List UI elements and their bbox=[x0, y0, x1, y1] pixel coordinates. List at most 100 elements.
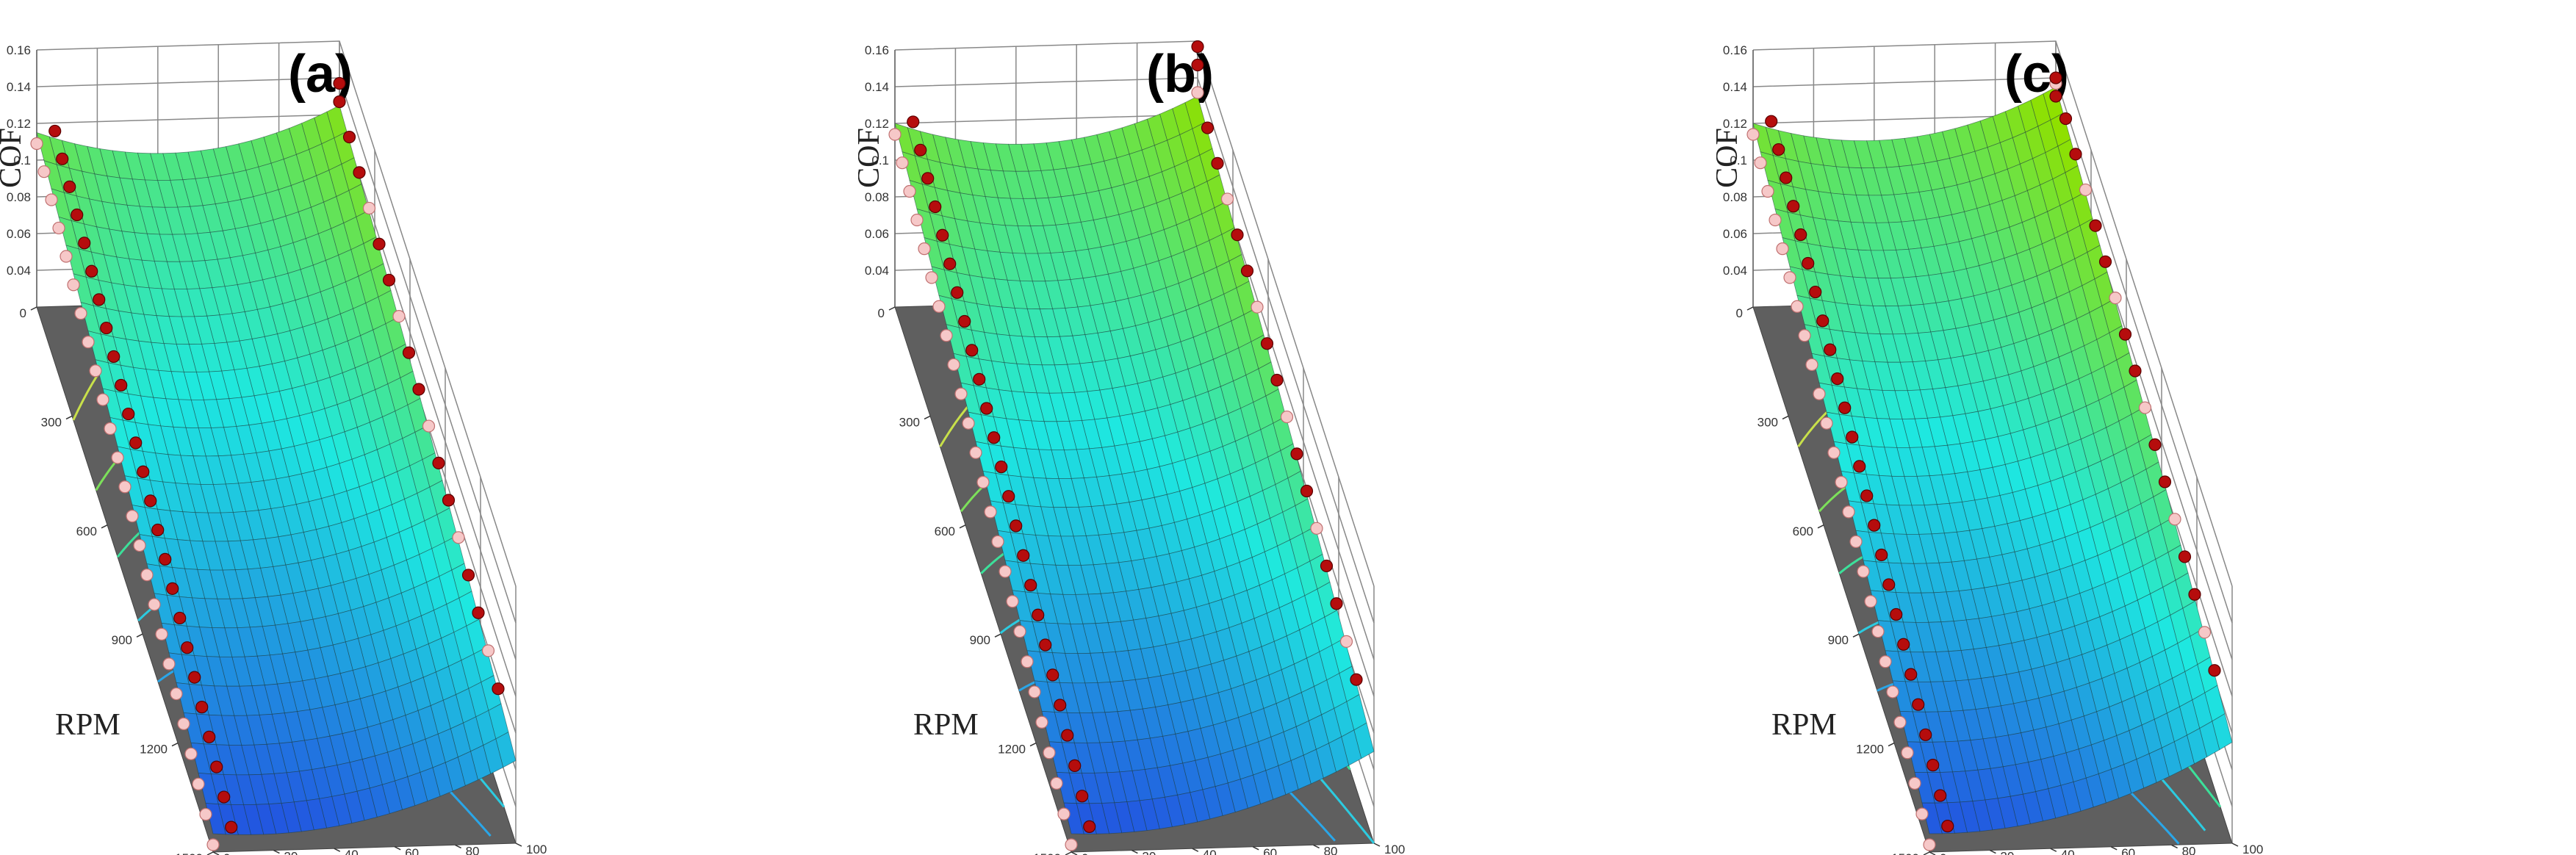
data-point-below bbox=[962, 416, 975, 430]
y-tick-label: 100 bbox=[2242, 843, 2263, 855]
data-point-above bbox=[333, 95, 346, 109]
data-point-above bbox=[1846, 430, 1859, 444]
z-axis-title: COF bbox=[0, 128, 28, 188]
panel-c: 0.04 0.06 0.08 0.1 0.12 0.14 0.16 0 300 600 900 120… bbox=[1716, 0, 2575, 855]
x-tick-mark bbox=[65, 415, 73, 420]
wall-gridline bbox=[1752, 40, 2233, 587]
z-tick-label: 0.06 bbox=[865, 227, 889, 241]
data-point-above bbox=[1201, 121, 1215, 134]
y-tick-label: 20 bbox=[2000, 850, 2014, 855]
data-point-below bbox=[104, 422, 117, 436]
data-point-below bbox=[1886, 685, 1899, 699]
data-point-above bbox=[921, 172, 935, 185]
surface-chart-c: 0.040.060.080.10.120.140.160300600900120… bbox=[1716, 40, 2263, 855]
data-point-above bbox=[195, 701, 209, 714]
data-point-above bbox=[382, 273, 396, 286]
data-point-below bbox=[1908, 776, 1921, 790]
data-point-below bbox=[896, 156, 909, 170]
data-point-below bbox=[1191, 86, 1204, 99]
data-point-below bbox=[954, 387, 968, 400]
z-tick-label: 0.1 bbox=[871, 154, 889, 167]
x-tick-label: 900 bbox=[112, 633, 132, 647]
data-point-below bbox=[155, 627, 168, 641]
data-point-above bbox=[402, 346, 416, 359]
data-point-below bbox=[1901, 746, 1914, 760]
y-tick-label: 80 bbox=[1324, 844, 1338, 855]
y-tick-mark bbox=[212, 851, 220, 855]
x-tick-label: 0 bbox=[20, 306, 26, 320]
data-point-below bbox=[30, 137, 43, 151]
data-point-above bbox=[980, 402, 993, 415]
data-point-above bbox=[1787, 200, 1800, 213]
data-point-below bbox=[1043, 746, 1056, 760]
data-point-below bbox=[452, 531, 465, 544]
data-point-below bbox=[1280, 410, 1294, 424]
y-tick-mark bbox=[1990, 849, 1996, 854]
y-tick-mark bbox=[515, 843, 522, 847]
data-point-below bbox=[133, 538, 146, 552]
x-tick-mark bbox=[959, 524, 966, 529]
data-point-above bbox=[203, 730, 216, 743]
x-tick-mark bbox=[1888, 742, 1895, 747]
data-point-below bbox=[140, 569, 154, 582]
z-tick-label: 0.1 bbox=[13, 154, 31, 167]
surface-chart-a: 0.040.060.080.10.120.140.160300600900120… bbox=[0, 40, 547, 855]
data-point-above bbox=[929, 200, 942, 214]
data-point-above bbox=[1772, 142, 1785, 156]
data-point-above bbox=[2188, 588, 2201, 601]
data-point-below bbox=[1021, 655, 1034, 668]
data-point-above bbox=[100, 321, 113, 335]
data-point-above bbox=[2089, 219, 2102, 232]
data-point-above bbox=[2158, 475, 2172, 488]
data-point-below bbox=[991, 535, 1004, 548]
data-point-below bbox=[1754, 156, 1767, 170]
data-point-above bbox=[181, 641, 194, 654]
y-tick-label: 40 bbox=[345, 848, 359, 855]
data-point-above bbox=[472, 606, 485, 619]
data-point-below bbox=[481, 644, 495, 657]
x-axis-title: RPM bbox=[913, 708, 979, 742]
data-point-above bbox=[144, 494, 157, 508]
data-point-above bbox=[1300, 484, 1314, 498]
y-tick-mark bbox=[1313, 844, 1320, 849]
data-point-below bbox=[969, 446, 982, 459]
data-point-below bbox=[1776, 242, 1789, 256]
data-point-above bbox=[342, 130, 356, 144]
data-point-above bbox=[1330, 597, 1343, 610]
x-tick-label: 600 bbox=[935, 524, 955, 538]
x-tick-mark bbox=[1923, 851, 1930, 855]
z-tick-label: 0.12 bbox=[865, 117, 889, 131]
data-point-above bbox=[1054, 699, 1067, 712]
y-tick-label: 0 bbox=[1082, 851, 1088, 855]
x-tick-label: 1200 bbox=[140, 743, 168, 757]
data-point-below bbox=[918, 242, 931, 256]
data-point-below bbox=[162, 657, 176, 671]
x-tick-mark bbox=[1782, 415, 1789, 420]
data-point-above bbox=[1780, 171, 1793, 184]
data-point-above bbox=[1046, 668, 1059, 682]
data-point-below bbox=[362, 201, 376, 215]
data-point-below bbox=[984, 505, 997, 519]
z-tick-label: 0.12 bbox=[1723, 117, 1747, 131]
x-tick-mark bbox=[101, 524, 108, 529]
data-point-above bbox=[1017, 549, 1030, 562]
design-points bbox=[1746, 71, 2221, 851]
z-tick-label: 0.16 bbox=[7, 43, 31, 57]
x-tick-label: 1200 bbox=[1856, 743, 1884, 757]
x-tick-mark bbox=[136, 633, 143, 638]
y-tick-label: 100 bbox=[526, 843, 547, 855]
data-point-above bbox=[432, 456, 445, 470]
data-point-above bbox=[1890, 607, 1903, 621]
data-point-above bbox=[1809, 285, 1822, 299]
x-tick-label: 0 bbox=[878, 306, 885, 320]
data-point-above bbox=[1211, 156, 1224, 170]
y-tick-mark bbox=[1373, 843, 1381, 847]
z-tick-label: 0.16 bbox=[1723, 43, 1747, 57]
data-point-below bbox=[1057, 807, 1071, 820]
z-tick-label: 0.14 bbox=[865, 80, 889, 94]
y-tick-mark bbox=[1132, 849, 1138, 854]
x-tick-label: 1500 bbox=[1891, 851, 1919, 855]
data-point-above bbox=[1860, 489, 1874, 502]
z-axis-title: COF bbox=[858, 128, 886, 188]
data-point-below bbox=[1783, 271, 1796, 284]
